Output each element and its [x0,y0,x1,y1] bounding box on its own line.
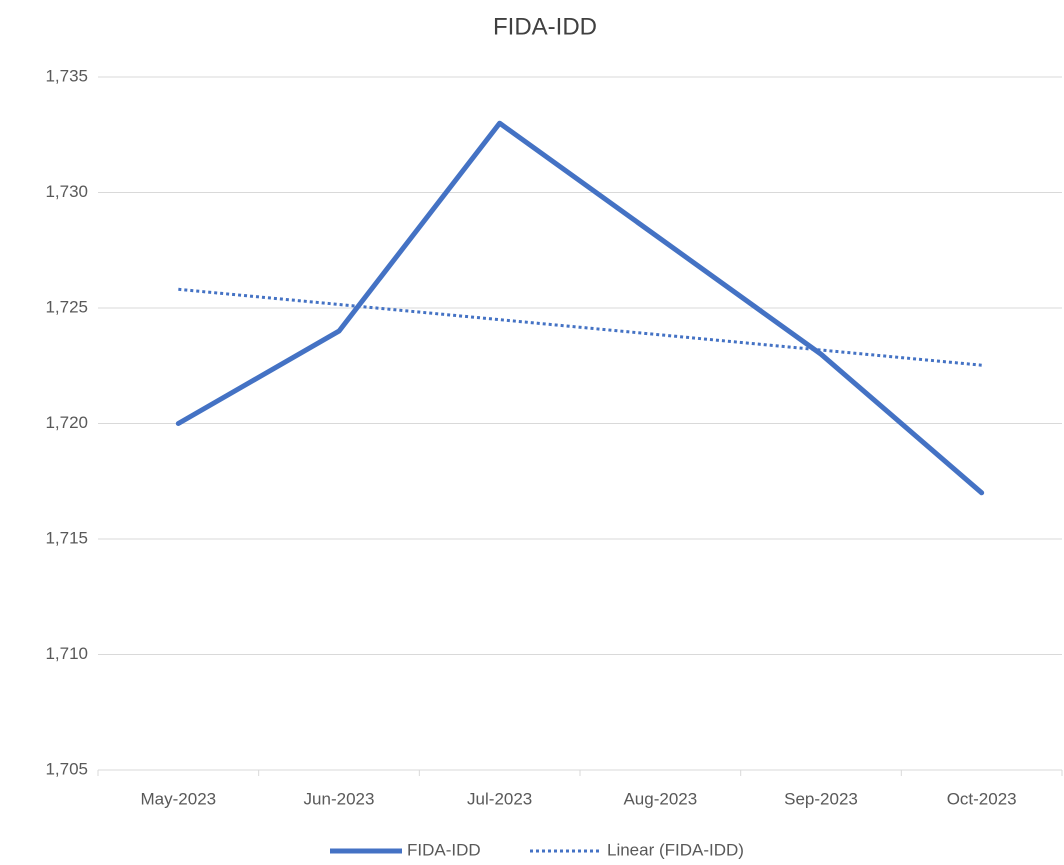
x-tick-label: Aug-2023 [623,789,697,808]
y-tick-label: 1,715 [45,528,88,547]
x-tick-label: May-2023 [141,789,217,808]
y-tick-label: 1,705 [45,759,88,778]
x-tick-label: Sep-2023 [784,789,858,808]
legend-label: FIDA-IDD [407,840,481,859]
x-tick-label: Jul-2023 [467,789,532,808]
chart-title: FIDA-IDD [493,13,597,40]
y-tick-label: 1,735 [45,66,88,85]
x-tick-label: Oct-2023 [947,789,1017,808]
y-tick-label: 1,720 [45,413,88,432]
x-tick-label: Jun-2023 [304,789,375,808]
y-tick-label: 1,725 [45,297,88,316]
y-tick-label: 1,710 [45,644,88,663]
trendline [178,287,982,367]
y-tick-label: 1,730 [45,182,88,201]
legend-label: Linear (FIDA-IDD) [607,840,744,859]
line-series [175,120,985,496]
